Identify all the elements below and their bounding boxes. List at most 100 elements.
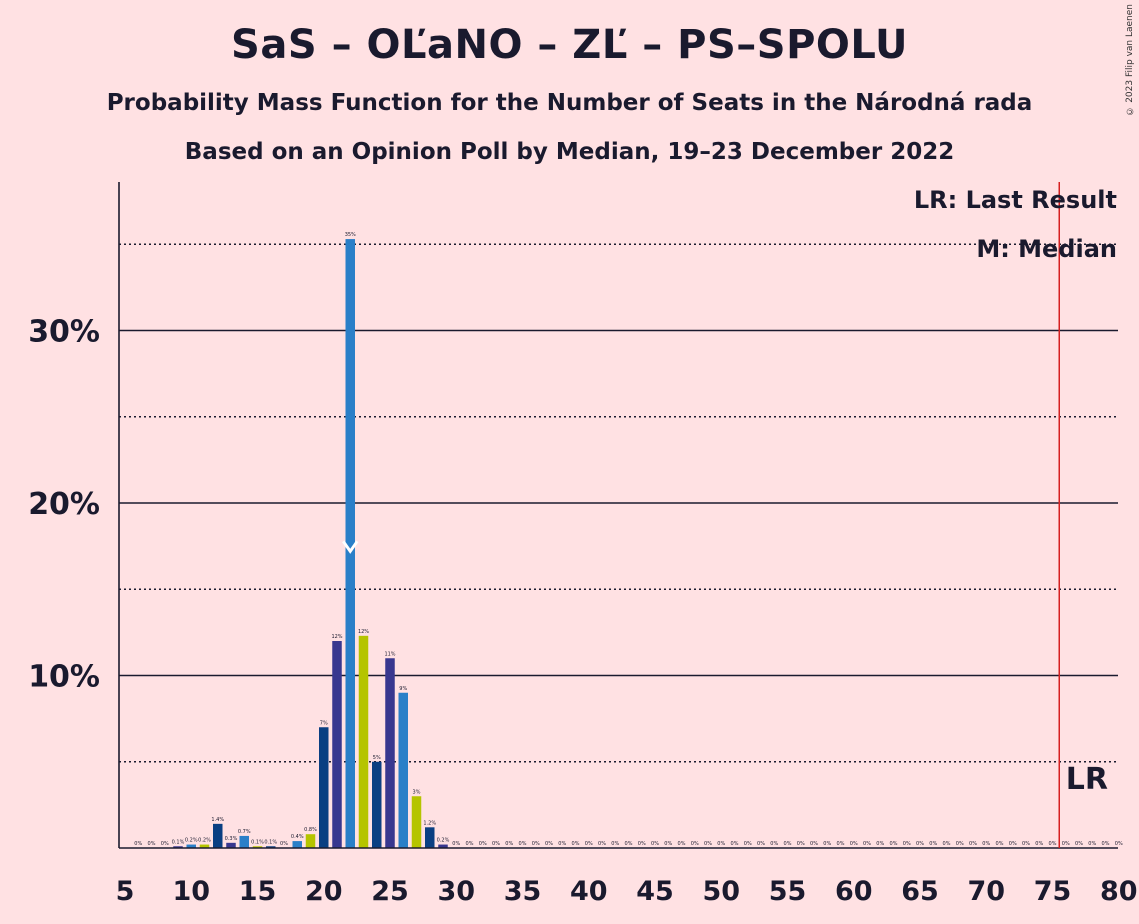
bar-label-seat-40: 0%	[585, 841, 593, 847]
x-tick-35: 35	[504, 876, 542, 907]
bar-label-seat-42: 0%	[611, 841, 619, 847]
bar-label-seat-59: 0%	[837, 841, 845, 847]
markers	[342, 182, 1060, 848]
bar-label-seat-50: 0%	[717, 841, 725, 847]
x-tick-80: 80	[1100, 876, 1138, 907]
x-tick-60: 60	[835, 876, 873, 907]
bar-seat-25	[385, 658, 395, 848]
bar-seat-23	[358, 635, 369, 848]
x-tick-20: 20	[305, 876, 343, 907]
bar-seat-29	[438, 844, 448, 848]
x-tick-40: 40	[570, 876, 608, 907]
bar-seat-22	[345, 239, 355, 848]
bar-label-seat-32: 0%	[479, 841, 487, 847]
bar-label-seat-51: 0%	[731, 841, 739, 847]
bar-label-seat-77: 0%	[1075, 841, 1083, 847]
x-tick-10: 10	[172, 876, 210, 907]
bar-label-seat-79: 0%	[1102, 841, 1110, 847]
chart-title: SaS – OĽaNO – ZĽ – PS–SPOLU	[231, 22, 908, 68]
bar-label-seat-18: 0.4%	[291, 834, 304, 840]
y-tick-20: 20%	[28, 487, 100, 522]
bar-label-seat-22: 35%	[345, 232, 356, 238]
bar-label-seat-61: 0%	[863, 841, 871, 847]
bar-label-seat-15: 0.1%	[251, 839, 264, 845]
bar-label-seat-11: 0.2%	[198, 838, 211, 844]
bar-label-seat-13: 0.3%	[225, 836, 238, 842]
bar-label-seat-43: 0%	[625, 841, 633, 847]
x-tick-30: 30	[437, 876, 475, 907]
bar-seat-15	[252, 846, 263, 848]
x-tick-65: 65	[901, 876, 939, 907]
bar-label-seat-74: 0%	[1035, 841, 1043, 847]
y-tick-30: 30%	[28, 315, 100, 350]
bar-label-seat-53: 0%	[757, 841, 765, 847]
bar-label-seat-73: 0%	[1022, 841, 1030, 847]
bar-seat-16	[266, 846, 276, 848]
bar-seat-20	[319, 727, 329, 848]
bar-label-seat-68: 0%	[956, 841, 964, 847]
bar-label-seat-39: 0%	[572, 841, 580, 847]
bar-label-seat-9: 0.1%	[172, 839, 185, 845]
bar-label-seat-54: 0%	[770, 841, 778, 847]
bar-label-seat-80: 0%	[1115, 841, 1123, 847]
bar-label-seat-27: 3%	[413, 789, 421, 795]
bar-label-seat-49: 0%	[704, 841, 712, 847]
bar-label-seat-45: 0%	[651, 841, 659, 847]
bar-label-seat-47: 0%	[678, 841, 686, 847]
chart-subtitle-2: Based on an Opinion Poll by Median, 19–2…	[184, 139, 955, 165]
bar-seat-14	[239, 835, 249, 848]
bar-label-seat-17: 0%	[280, 841, 288, 847]
bar-seat-10	[186, 844, 196, 848]
gridlines	[119, 243, 1118, 763]
bar-seat-18	[292, 841, 302, 848]
x-tick-45: 45	[636, 876, 674, 907]
bar-label-seat-44: 0%	[638, 841, 646, 847]
bar-seat-28	[425, 827, 435, 848]
y-tick-labels: 10% 20% 30%	[28, 315, 100, 695]
bar-seat-19	[305, 834, 316, 848]
legend-median: M: Median	[976, 235, 1117, 263]
bar-label-seat-33: 0%	[492, 841, 500, 847]
bars	[173, 239, 448, 848]
bar-label-seat-55: 0%	[784, 841, 792, 847]
bar-label-seat-26: 9%	[399, 686, 407, 692]
bar-label-seat-36: 0%	[532, 841, 540, 847]
bar-label-seat-76: 0%	[1062, 841, 1070, 847]
median-marker	[342, 540, 359, 554]
bar-label-seat-66: 0%	[929, 841, 937, 847]
bar-label-seat-62: 0%	[876, 841, 884, 847]
bar-label-seat-23: 12%	[358, 629, 369, 635]
bar-seat-13	[226, 842, 236, 848]
bar-label-seat-6: 0%	[134, 841, 142, 847]
bar-seat-9	[173, 846, 183, 848]
bar-label-seat-38: 0%	[558, 841, 566, 847]
bar-label-seat-24: 5%	[373, 755, 381, 761]
x-tick-70: 70	[967, 876, 1005, 907]
bar-seat-27	[411, 796, 422, 848]
bar-label-seat-63: 0%	[890, 841, 898, 847]
bar-label-seat-72: 0%	[1009, 841, 1017, 847]
bar-label-seat-52: 0%	[744, 841, 752, 847]
bar-label-seat-7: 0%	[148, 841, 156, 847]
y-tick-10: 10%	[28, 660, 100, 695]
legend-last-result: LR: Last Result	[914, 186, 1117, 214]
bar-label-seat-10: 0.2%	[185, 838, 198, 844]
bar-label-seat-60: 0%	[850, 841, 858, 847]
bar-label-seat-25: 11%	[384, 651, 395, 657]
chart-subtitle-1: Probability Mass Function for the Number…	[106, 90, 1033, 116]
bar-label-seat-67: 0%	[943, 841, 951, 847]
bar-label-seat-29: 0.2%	[437, 838, 450, 844]
bar-seat-24	[372, 761, 382, 848]
x-tick-25: 25	[371, 876, 409, 907]
bar-label-seat-37: 0%	[545, 841, 553, 847]
bar-seat-11	[199, 844, 210, 848]
x-tick-55: 55	[769, 876, 807, 907]
bar-label-seat-14: 0.7%	[238, 829, 251, 835]
bar-label-seat-70: 0%	[982, 841, 990, 847]
bar-label-seat-19: 0.8%	[304, 827, 317, 833]
axes	[118, 182, 1118, 849]
bar-label-seat-30: 0%	[452, 841, 460, 847]
x-tick-50: 50	[702, 876, 740, 907]
x-tick-5: 5	[116, 876, 135, 907]
